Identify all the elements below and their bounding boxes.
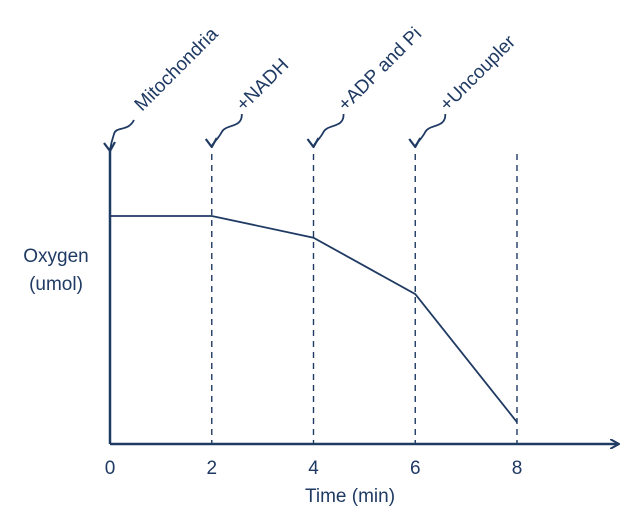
x-tick-label-0: 0	[105, 458, 116, 479]
x-tick-label-8: 8	[512, 458, 523, 479]
annotation-label-2: +ADP and Pi	[334, 24, 426, 116]
x-tick-label-2: 2	[206, 458, 217, 479]
annotation-arrow-3	[414, 113, 447, 147]
series-layer	[110, 215, 518, 423]
annotation-label-0: Mitochondria	[131, 23, 223, 115]
y-axis-title-line1: Oxygen	[23, 246, 88, 267]
annotation-arrowhead-2	[306, 137, 320, 149]
x-tick-label-6: 6	[410, 458, 421, 479]
y-axis-title-line2: (umol)	[29, 274, 83, 295]
annotation-arrowhead-1	[204, 137, 218, 149]
x-tick-label-4: 4	[308, 458, 319, 479]
x-axis-title: Time (min)	[305, 486, 395, 507]
annotation-arrowhead-3	[408, 137, 422, 149]
oxygen-series-line-0	[110, 215, 518, 423]
annotation-label-3: +Uncoupler	[436, 31, 520, 115]
annotation-arrow-1	[210, 113, 243, 147]
x-tick-labels: 0 2 4 6 8	[105, 458, 523, 479]
annotation-arrow-0	[109, 119, 135, 151]
annotation-arrow-2	[312, 113, 345, 147]
annotation-arrowhead-0	[103, 141, 116, 153]
dashed-guide-lines	[211, 154, 518, 444]
annotation-label-1: +NADH	[232, 55, 293, 116]
annotations: Mitochondria +NADH +ADP and Pi +Uncoupler	[103, 23, 520, 153]
